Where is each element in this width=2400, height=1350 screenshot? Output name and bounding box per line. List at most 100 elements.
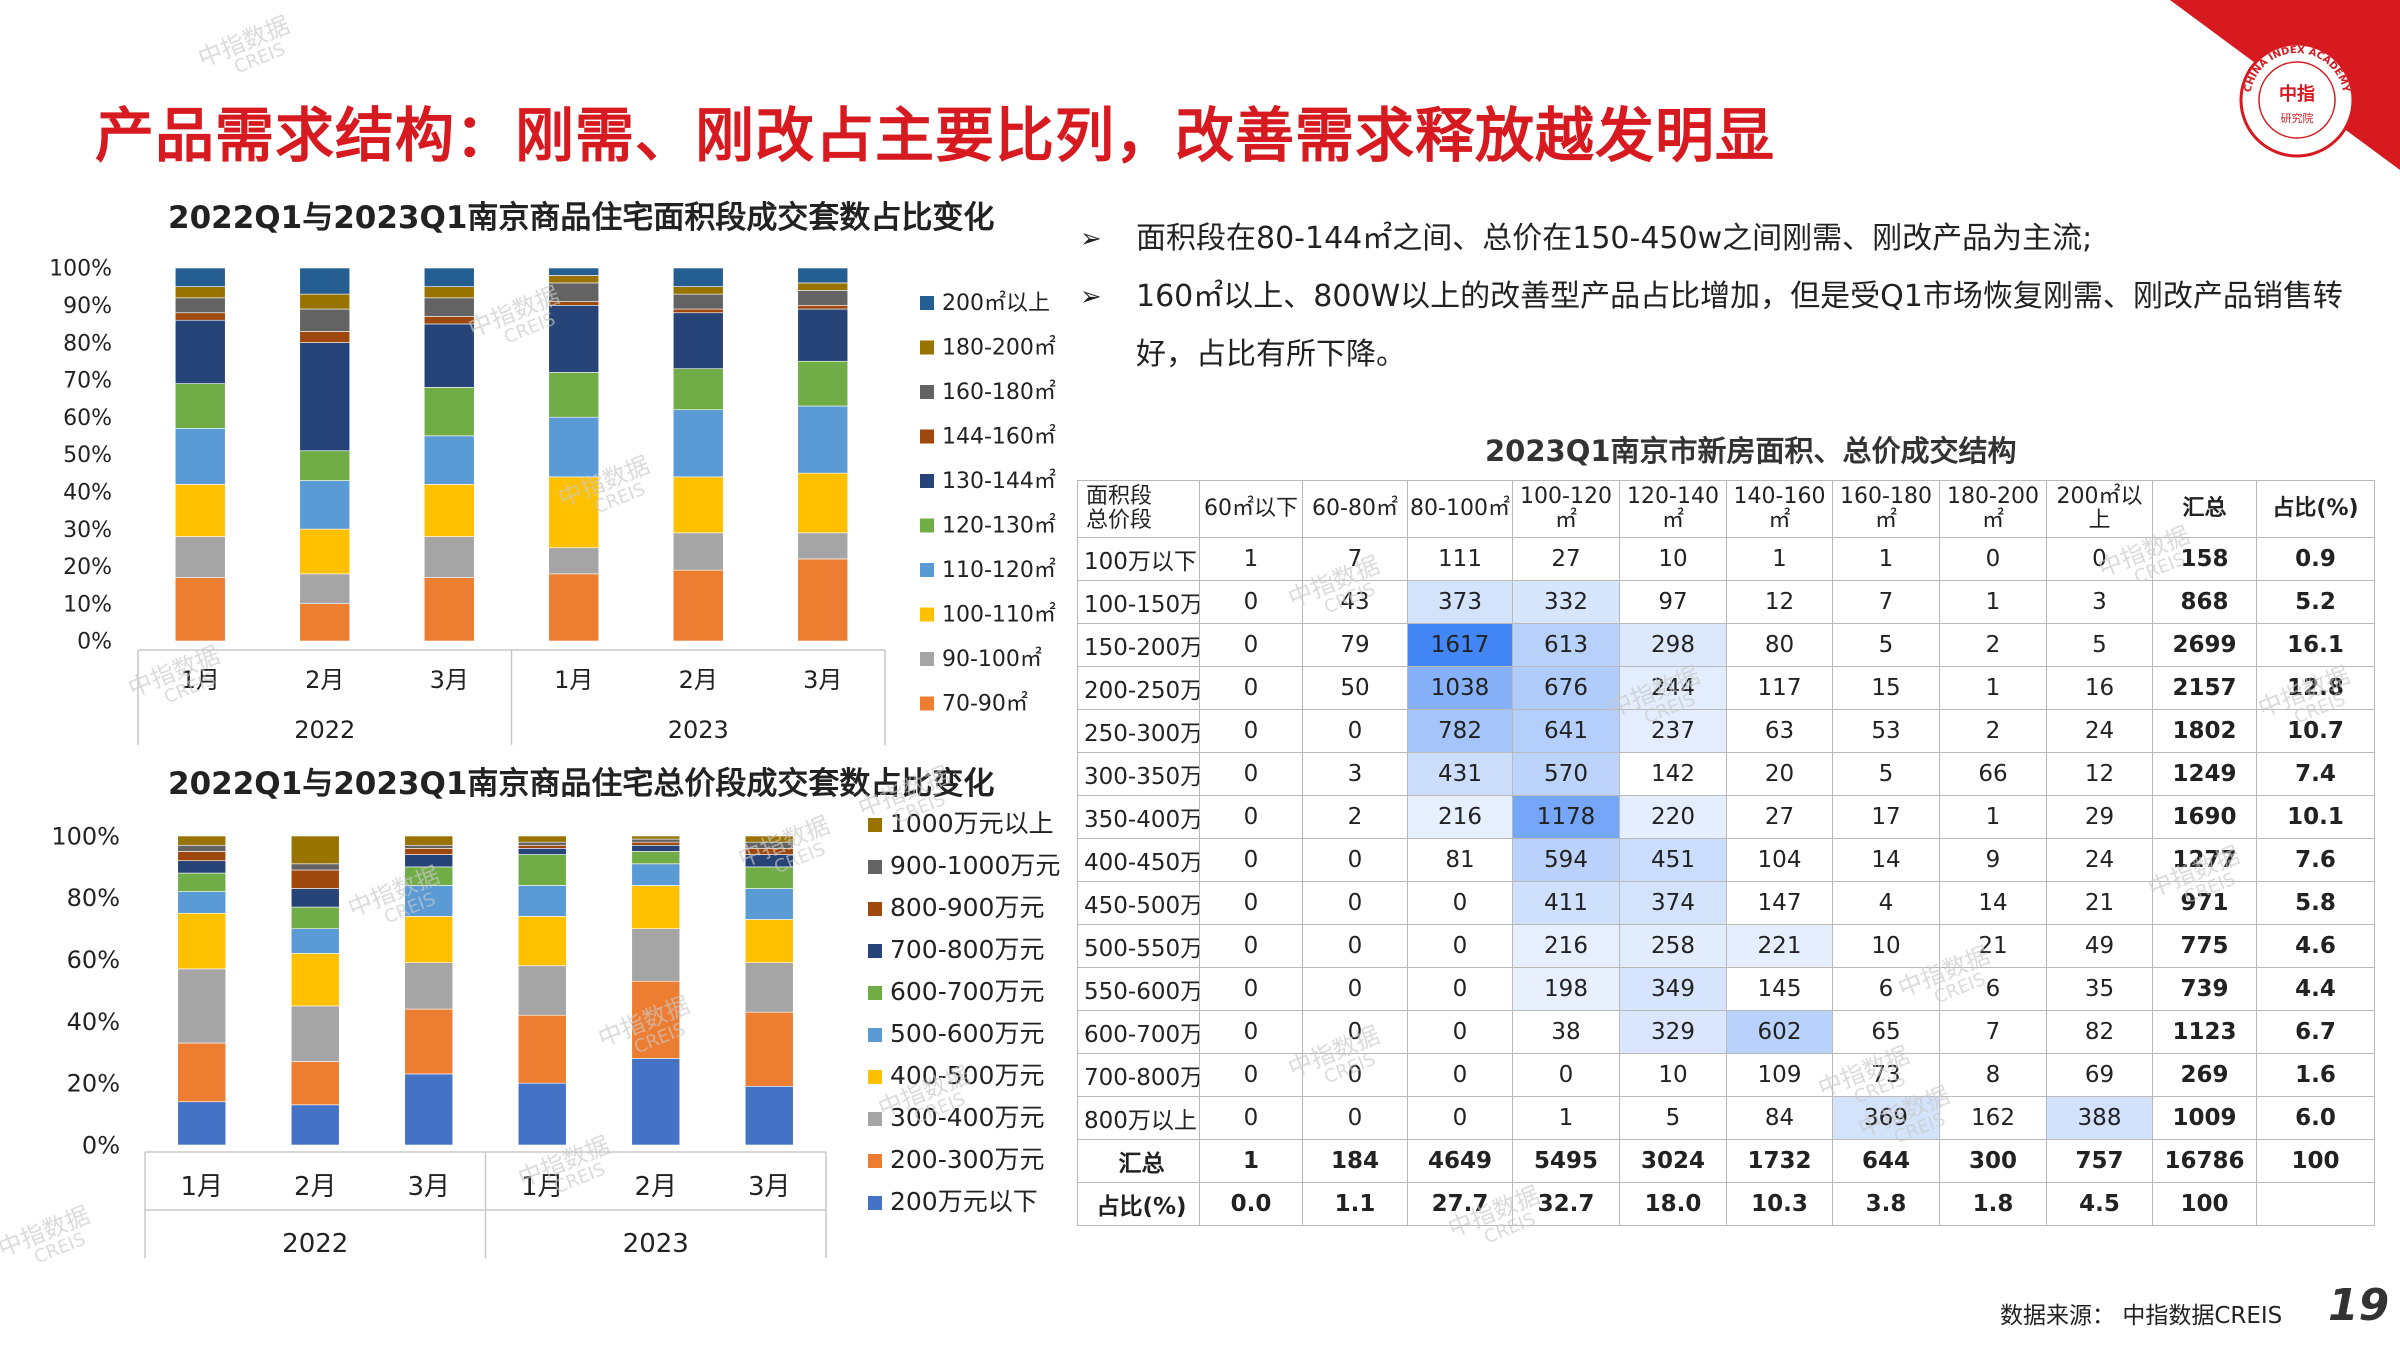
bar-segment-7-1: [299, 308, 351, 332]
bar-segment-1-2: [404, 1008, 454, 1075]
bar-segment-5-2: [423, 323, 475, 388]
table-cell: 21: [2046, 881, 2153, 925]
table-cell: 451: [1619, 838, 1727, 882]
table-cell: 0: [1407, 881, 1513, 925]
table-cell: 50: [1302, 666, 1408, 710]
table-row: 500-550万 0 0 0 216 258 221 10 21 49 775 4.6: [1077, 924, 2375, 968]
bar-segment-8-5: [797, 282, 849, 291]
academy-logo-badge: CHINA INDEX ACADEMY 中指 研究院: [2239, 42, 2355, 158]
table-cell: 1.6: [2256, 1053, 2375, 1097]
bar-segment-8-4: [631, 838, 681, 843]
bar-segment-2-4: [672, 476, 724, 534]
table-cell: 14: [1832, 838, 1940, 882]
bar-segment-3-3: [517, 916, 567, 967]
table-cell: 0: [1407, 924, 1513, 968]
table-cell: 10.7: [2256, 709, 2375, 753]
legend-swatch-9: [868, 818, 882, 832]
legend-swatch-8: [868, 860, 882, 874]
bar-segment-1-2: [423, 536, 475, 578]
table-cell: 2157: [2152, 666, 2257, 710]
table-cell: 4649: [1407, 1139, 1513, 1183]
table-cell: 0: [1199, 881, 1303, 925]
table-cell: 1123: [2152, 1010, 2257, 1054]
table-cell: 27: [1726, 795, 1833, 839]
x-group-label: 2022: [294, 716, 355, 744]
table-row: 100万以下 1 7 111 27 10 1 1 0 0 158 0.9: [1077, 537, 2375, 581]
legend-swatch-4: [920, 518, 934, 533]
legend-label: 800-900万元: [890, 893, 1044, 922]
area-chart-title: 2022Q1与2023Q1南京商品住宅面积段成交套数占比变化: [168, 200, 995, 236]
bar-segment-5-5: [797, 308, 849, 362]
bar-segment-3-1: [290, 953, 340, 1007]
table-cell: 0: [1199, 924, 1303, 968]
row-label: 700-800万: [1077, 1053, 1200, 1097]
bar-segment-7-1: [290, 869, 340, 889]
bar-segment-7-2: [404, 848, 454, 855]
row-label: 550-600万: [1077, 967, 1200, 1011]
table-row: 700-800万 0 0 0 0 10 109 73 8 69 269 1.6: [1077, 1053, 2375, 1097]
bar-segment-0-3: [517, 1082, 567, 1146]
table-cell: 613: [1512, 623, 1620, 667]
legend-swatch-1: [868, 1154, 882, 1168]
bar-segment-7-3: [548, 282, 600, 302]
table-cell: 237: [1619, 709, 1727, 753]
table-cell: 0: [1199, 1053, 1303, 1097]
table-cell: 15: [1832, 666, 1940, 710]
x-group-label: 2023: [668, 716, 729, 744]
bar-segment-9-5: [744, 835, 794, 843]
table-cell: 0: [1199, 967, 1303, 1011]
table-cell: 1617: [1407, 623, 1513, 667]
y-tick-label: 80%: [63, 331, 112, 356]
bar-segment-9-4: [631, 835, 681, 840]
legend-label: 200㎡以上: [942, 290, 1050, 316]
table-cell: 332: [1512, 580, 1620, 624]
table-cell: 775: [2152, 924, 2257, 968]
bar-segment-6-3: [548, 301, 600, 306]
bar-segment-5-3: [548, 305, 600, 373]
table-cell: 66: [1939, 752, 2047, 796]
y-tick-label: 40%: [67, 1008, 120, 1036]
area-price-matrix-table: 面积段 总价段 60㎡以下 60-80㎡ 80-100㎡ 100-120㎡ 12…: [1077, 480, 2375, 1226]
bar-segment-5-2: [404, 866, 454, 886]
bar-segment-0-1: [290, 1104, 340, 1146]
bar-segment-3-4: [672, 409, 724, 478]
table-cell: 2699: [2152, 623, 2257, 667]
bar-segment-9-3: [517, 835, 567, 843]
bar-segment-2-5: [797, 472, 849, 534]
corner-top-label: 面积段: [1086, 484, 1153, 509]
area-share-stacked-bar-chart: 0% 10% 20% 30% 40% 50% 60% 70% 80% 90% 100% 1月 2月 3月 1…: [49, 257, 1056, 745]
table-cell: 12.8: [2256, 666, 2375, 710]
legend-label: 180-200㎡: [942, 335, 1056, 361]
legend-label: 100-110㎡: [942, 602, 1056, 628]
legend-label: 70-90㎡: [942, 691, 1028, 717]
finding-text: 160㎡以上、800W以上的改善型产品占比增加，但是受Q1市场恢复刚需、刚改产品…: [1136, 279, 2343, 372]
bar-segment-2-0: [174, 484, 226, 537]
table-cell: 1038: [1407, 666, 1513, 710]
key-findings: ➢ 面积段在80-144㎡之间、总价在150-450w之间刚需、刚改产品为主流;…: [1080, 210, 2380, 384]
page-title: 产品需求结构：刚需、刚改占主要比列，改善需求释放越发明显: [95, 101, 1776, 170]
table-cell: 369: [1832, 1096, 1940, 1140]
corner-brand-decoration: CHINA INDEX ACADEMY 中指 研究院: [2170, 0, 2400, 170]
table-cell: 0: [1302, 1053, 1408, 1097]
table-cell: 244: [1619, 666, 1727, 710]
bar-segment-4-4: [631, 863, 681, 886]
table-cell: 0: [1302, 881, 1408, 925]
bar-segment-8-0: [174, 286, 226, 299]
table-row: 150-200万 0 79 1617 613 298 80 5 2 5 2699 16.1: [1077, 623, 2375, 667]
table-cell: 12: [2046, 752, 2153, 796]
table-cell: 1: [1939, 795, 2047, 839]
table-cell: 9: [1939, 838, 2047, 882]
table-cell: 198: [1512, 967, 1620, 1011]
bar-segment-2-1: [290, 1005, 340, 1062]
x-group-label: 2023: [623, 1229, 689, 1259]
bar-segment-8-4: [672, 286, 724, 295]
y-tick-label: 20%: [63, 555, 112, 580]
bar-segment-1-1: [299, 573, 351, 604]
bar-segment-2-2: [404, 962, 454, 1010]
table-row: 600-700万 0 0 0 38 329 602 65 7 82 1123 6.7: [1077, 1010, 2375, 1054]
arrow-bullet-icon: ➢: [1080, 224, 1102, 254]
bar-segment-6-4: [631, 844, 681, 852]
table-cell: 0: [2046, 537, 2153, 581]
bar-segment-2-4: [631, 928, 681, 982]
bar-segment-6-4: [672, 308, 724, 314]
